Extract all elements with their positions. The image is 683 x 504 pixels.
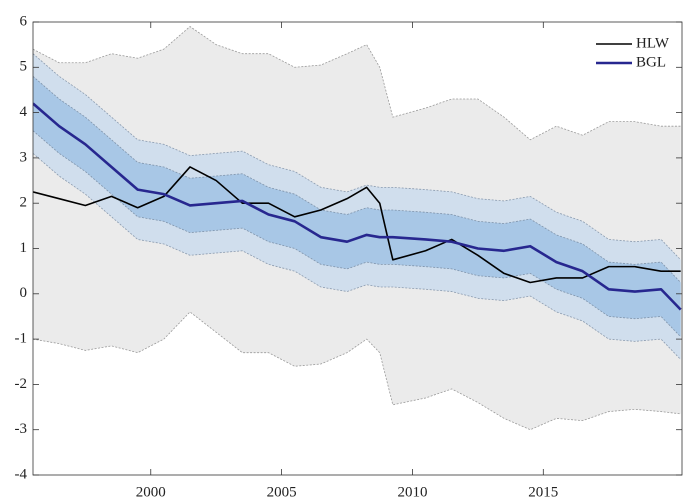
band — [33, 76, 681, 337]
y-tick-label: -4 — [15, 466, 28, 482]
x-tick-label: 2005 — [267, 484, 297, 500]
y-tick-label: 0 — [20, 285, 28, 301]
y-tick-label: -3 — [15, 421, 28, 437]
band-edge — [33, 153, 681, 360]
y-tick-label: 3 — [20, 149, 28, 165]
plot-layer — [33, 26, 682, 431]
y-tick-label: 5 — [20, 59, 28, 75]
series-line — [33, 166, 681, 284]
series-line — [33, 102, 682, 311]
x-tick-label: 2000 — [136, 484, 166, 500]
y-tick-label: 6 — [20, 13, 28, 29]
band — [33, 53, 681, 360]
y-tick-label: 1 — [20, 240, 28, 256]
x-tick-label: 2015 — [528, 484, 558, 500]
legend-label: BGL — [636, 54, 666, 70]
band-edge — [33, 130, 681, 338]
x-tick-label: 2010 — [397, 484, 427, 500]
band-edge — [33, 76, 681, 283]
band-edge — [33, 53, 681, 261]
y-tick-label: -1 — [15, 331, 28, 347]
y-tick-label: -2 — [15, 376, 28, 392]
legend-label: HLW — [636, 35, 670, 51]
band-edge — [33, 26, 681, 141]
y-tick-label: 4 — [20, 104, 28, 120]
y-tick-label: 2 — [20, 195, 28, 211]
band-edge — [33, 311, 681, 431]
